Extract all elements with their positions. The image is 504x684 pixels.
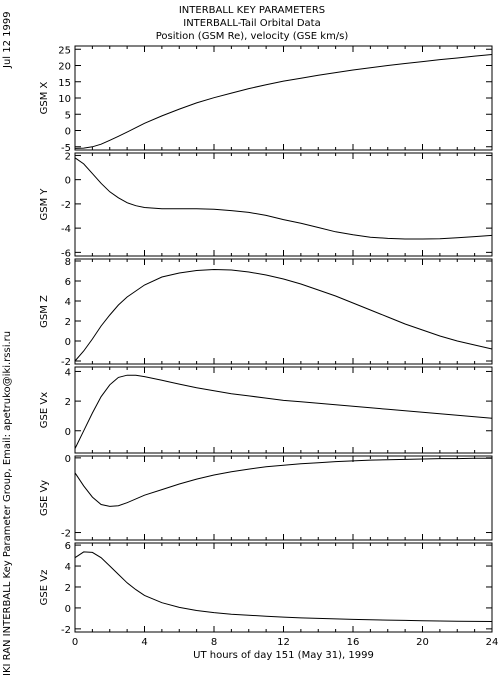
x-tick-label: 0 [72, 637, 78, 648]
panel-1-ylabel: GSM X [39, 81, 50, 114]
panel-6-ytick-label: -2 [61, 625, 71, 636]
panel-2-ytick-label: -2 [61, 200, 71, 211]
chart-title: INTERBALL KEY PARAMETERS [178, 5, 326, 16]
x-axis-label: UT hours of day 151 (May 31), 1999 [193, 650, 374, 661]
panel-4-ytick-label: 2 [65, 397, 71, 408]
panel-1-frame [74, 45, 493, 151]
panel-3-ytick-label: 0 [65, 337, 71, 348]
panel-3-ylabel: GSM Z [39, 295, 50, 328]
panel-4-ytick-label: 4 [65, 367, 71, 378]
panel-2-ylabel: GSM Y [39, 188, 50, 221]
panel-6-ytick-label: 2 [65, 583, 71, 594]
panel-3-ytick-label: 4 [65, 297, 71, 308]
chart-description: Position (GSM Re), velocity (GSE km/s) [155, 31, 349, 42]
panel-4-frame [74, 366, 493, 454]
panel-1-ytick-label: 10 [58, 94, 71, 105]
x-tick-label: 12 [277, 637, 290, 648]
panel-2-ytick-label: -4 [61, 224, 71, 235]
panel-4-series-line [74, 374, 493, 449]
panel-3-ytick-label: 2 [65, 317, 71, 328]
panel-1-ytick-label: 25 [58, 45, 71, 56]
panel-6-ytick-label: 6 [65, 541, 71, 552]
panel-3-ytick-label: 6 [65, 277, 71, 288]
panel-6-ylabel: GSE Vz [39, 570, 50, 606]
panel-2-series-line [74, 157, 493, 240]
panel-6-ytick-label: 0 [65, 604, 71, 615]
panel-3-ytick-label: 8 [65, 257, 71, 268]
panel-1-ytick-label: 15 [58, 78, 71, 89]
panel-2-ytick-label: 2 [65, 151, 71, 162]
panel-3-series-line [74, 268, 493, 362]
panel-3-ytick-label: -2 [61, 357, 71, 368]
x-tick-label: 8 [211, 637, 217, 648]
panel-2-ytick-label: 0 [65, 176, 71, 187]
panel-1-series-line [74, 54, 493, 149]
panel-5-ylabel: GSE Vy [39, 480, 50, 516]
panel-5-series-line [74, 457, 492, 507]
panel-4-ylabel: GSE Vx [39, 392, 50, 428]
panel-5-ytick-label: -2 [61, 529, 71, 540]
x-tick-label: 16 [347, 637, 360, 648]
x-tick-label: 24 [486, 637, 499, 648]
panel-2-frame [74, 152, 493, 257]
x-tick-label: 20 [416, 637, 429, 648]
panel-1-ytick-label: 5 [65, 110, 71, 121]
panel-5-ytick-label: 0 [65, 454, 71, 465]
panel-1-ytick-label: 0 [65, 127, 71, 138]
panel-1-ytick-label: -5 [61, 143, 71, 154]
panel-6-frame [74, 542, 493, 633]
panel-1-ytick-label: 20 [58, 62, 71, 73]
panel-6-ytick-label: 4 [65, 562, 71, 573]
panel-6-series-line [74, 551, 493, 622]
panel-4-ytick-label: 0 [65, 427, 71, 438]
panel-3-frame [74, 258, 493, 365]
panel-2-ytick-label: -6 [61, 248, 71, 259]
x-tick-label: 4 [141, 637, 147, 648]
chart-subtitle: INTERBALL-Tail Orbital Data [183, 18, 321, 29]
